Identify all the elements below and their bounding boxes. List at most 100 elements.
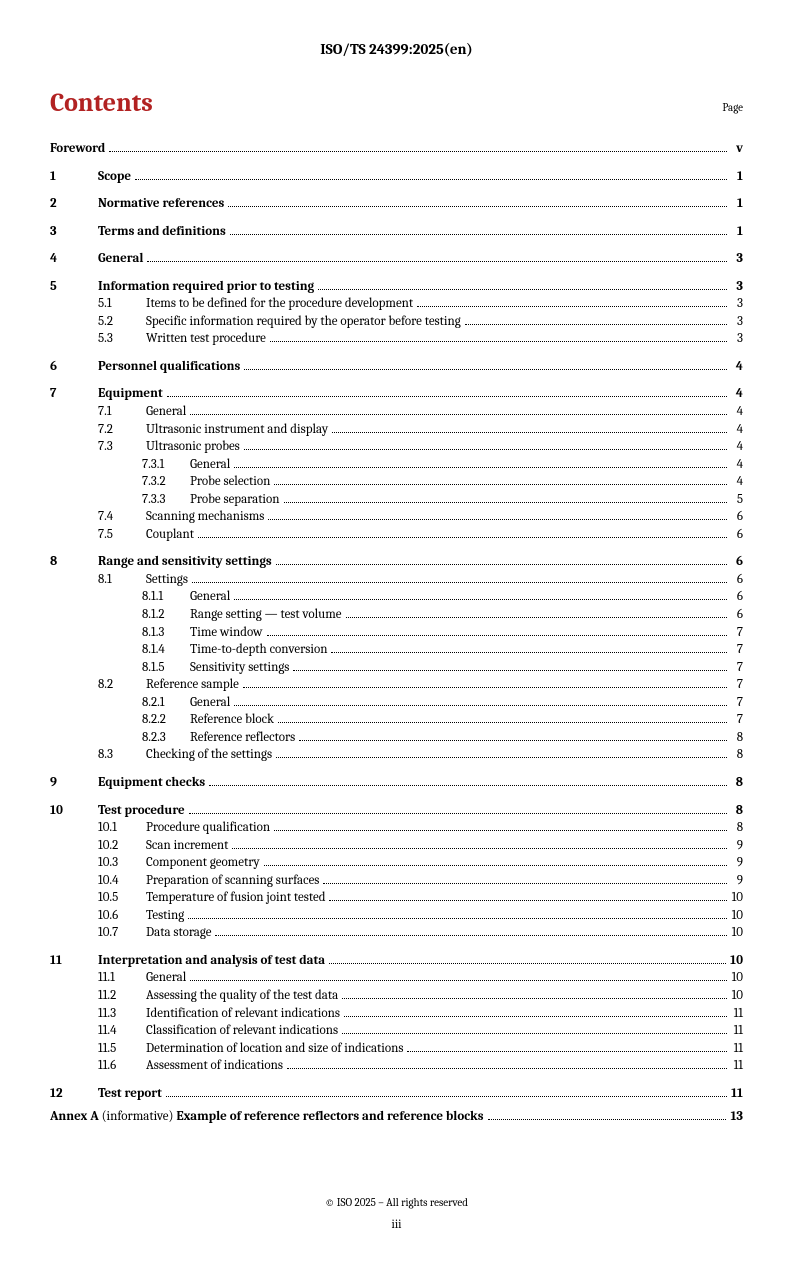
toc-entry[interactable]: 8Range and sensitivity settings6 (50, 553, 743, 571)
toc-entry-annex[interactable]: Annex A (informative) Example of referen… (50, 1108, 743, 1126)
toc-entry[interactable]: 11.1General10 (50, 969, 743, 987)
leader-dots (135, 179, 727, 180)
toc-title: Specific information required by the ope… (146, 313, 461, 331)
toc-entry[interactable]: 5.3Written test procedure3 (50, 330, 743, 348)
toc-page: 11 (731, 1085, 743, 1103)
toc-number: 8 (50, 553, 98, 571)
toc-entry[interactable]: Forewordv (50, 140, 743, 158)
toc-page: 4 (731, 421, 743, 439)
toc-entry[interactable]: 8.1.2Range setting — test volume6 (50, 606, 743, 624)
toc-number: 8.2.2 (142, 711, 190, 729)
leader-dots (276, 757, 727, 758)
leader-dots (274, 484, 727, 485)
toc-page: 3 (731, 278, 743, 296)
toc-number: 8.3 (98, 746, 146, 764)
toc-number: 7.3.1 (142, 456, 190, 474)
toc-entry[interactable]: 11.6Assessment of indications11 (50, 1057, 743, 1075)
toc-entry[interactable]: 7.3Ultrasonic probes4 (50, 438, 743, 456)
toc-number: 10.1 (98, 819, 146, 837)
toc-title: Equipment checks (98, 774, 205, 792)
leader-dots (274, 830, 727, 831)
toc-title: Time-to-depth conversion (190, 641, 327, 659)
leader-dots (264, 865, 727, 866)
toc-entry[interactable]: 8.1.4Time-to-depth conversion7 (50, 641, 743, 659)
toc-entry[interactable]: 10.3Component geometry9 (50, 854, 743, 872)
toc-entry[interactable]: 3Terms and definitions1 (50, 223, 743, 241)
toc-entry[interactable]: 8.2.2Reference block7 (50, 711, 743, 729)
toc-entry[interactable]: 10.4Preparation of scanning surfaces9 (50, 872, 743, 890)
toc-entry[interactable]: 10.1Procedure qualification8 (50, 819, 743, 837)
toc-number: 7 (50, 385, 98, 403)
toc-entry[interactable]: 8.3Checking of the settings8 (50, 746, 743, 764)
toc-entry[interactable]: 10.6Testing10 (50, 907, 743, 925)
toc-entry[interactable]: 9Equipment checks 8 (50, 774, 743, 792)
toc-entry[interactable]: 7.3.3Probe separation5 (50, 491, 743, 509)
page-number: iii (50, 1217, 743, 1231)
toc-number: 10.6 (98, 907, 146, 925)
toc-entry[interactable]: 8.1.1General6 (50, 588, 743, 606)
toc-title: Ultrasonic instrument and display (146, 421, 328, 439)
toc-page: 9 (731, 872, 743, 890)
toc-entry[interactable]: 11.5Determination of location and size o… (50, 1040, 743, 1058)
toc-title: Preparation of scanning surfaces (146, 872, 319, 890)
toc-entry[interactable]: 4General3 (50, 250, 743, 268)
toc-entry[interactable]: 7Equipment4 (50, 385, 743, 403)
toc-entry[interactable]: 5Information required prior to testing3 (50, 278, 743, 296)
toc-entry[interactable]: 7.4Scanning mechanisms6 (50, 508, 743, 526)
toc-page: 11 (731, 1022, 743, 1040)
toc-number: 11.4 (98, 1022, 146, 1040)
leader-dots (278, 722, 727, 723)
toc-entry[interactable]: 1Scope1 (50, 168, 743, 186)
toc-entry[interactable]: 11.3Identification of relevant indicatio… (50, 1005, 743, 1023)
toc-entry[interactable]: 2Normative references1 (50, 195, 743, 213)
toc-entry[interactable]: 10.7Data storage10 (50, 924, 743, 942)
toc-number: 1 (50, 168, 98, 186)
toc-entry[interactable]: 11Interpretation and analysis of test da… (50, 952, 743, 970)
toc-title: Determination of location and size of in… (146, 1040, 403, 1058)
toc-entry[interactable]: 7.2Ultrasonic instrument and display4 (50, 421, 743, 439)
toc-title: Reference block (190, 711, 274, 729)
toc-entry[interactable]: 7.3.1General4 (50, 456, 743, 474)
toc-entry[interactable]: 7.3.2Probe selection4 (50, 473, 743, 491)
toc-entry[interactable]: 5.2Specific information required by the … (50, 313, 743, 331)
leader-dots (228, 206, 727, 207)
toc-page: 8 (731, 729, 743, 747)
toc-entry[interactable]: 10Test procedure8 (50, 802, 743, 820)
toc-entry[interactable]: 11.2Assessing the quality of the test da… (50, 987, 743, 1005)
leader-dots (192, 582, 727, 583)
toc-entry[interactable]: 10.5Temperature of fusion joint tested10 (50, 889, 743, 907)
toc-entry[interactable]: 11.4Classification of relevant indicatio… (50, 1022, 743, 1040)
toc-number: 8.1.3 (142, 624, 190, 642)
toc-number: 9 (50, 774, 98, 792)
toc-entry[interactable]: 7.1General4 (50, 403, 743, 421)
toc-entry[interactable]: 8.1Settings6 (50, 571, 743, 589)
leader-dots (293, 670, 727, 671)
toc-page: 6 (731, 526, 743, 544)
toc-title: Probe selection (190, 473, 270, 491)
toc-page: 8 (731, 774, 743, 792)
toc-entry[interactable]: 12Test report11 (50, 1085, 743, 1103)
toc-page: 10 (730, 952, 743, 970)
toc-title: Time window (190, 624, 263, 642)
toc-entry[interactable]: 6Personnel qualifications4 (50, 358, 743, 376)
toc-entry[interactable]: 10.2Scan increment9 (50, 837, 743, 855)
toc-entry[interactable]: 7.5Couplant6 (50, 526, 743, 544)
toc-number: 12 (50, 1085, 98, 1103)
toc-entry[interactable]: 8.1.5Sensitivity settings7 (50, 659, 743, 677)
toc-entry[interactable]: 8.2.3Reference reflectors8 (50, 729, 743, 747)
toc-page: 7 (731, 624, 743, 642)
toc-page: 6 (731, 553, 743, 571)
toc-entry[interactable]: 8.2.1General7 (50, 694, 743, 712)
toc-page: 7 (731, 676, 743, 694)
leader-dots (329, 900, 727, 901)
toc-title: Couplant (146, 526, 194, 544)
toc-entry[interactable]: 8.2Reference sample7 (50, 676, 743, 694)
toc-number: 10.3 (98, 854, 146, 872)
toc-entry[interactable]: 5.1Items to be defined for the procedure… (50, 295, 743, 313)
toc-entry[interactable]: 8.1.3Time window 7 (50, 624, 743, 642)
leader-dots (234, 705, 727, 706)
leader-dots (232, 848, 727, 849)
toc-page: 5 (731, 491, 743, 509)
leader-dots (209, 785, 727, 786)
toc-page: 8 (731, 746, 743, 764)
